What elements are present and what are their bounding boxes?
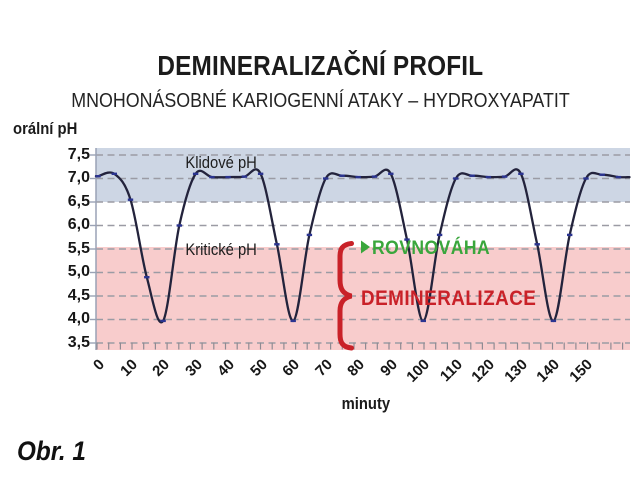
x-axis-tick-label: 150 [566,356,597,386]
y-axis-tick-label: 4,5 [67,286,90,304]
data-point-marker [160,319,166,323]
x-axis-tick-label: 130 [501,356,531,386]
x-axis-tick-label: 20 [149,356,174,380]
data-point-marker [290,319,296,323]
x-axis-tick-label: 40 [214,356,239,380]
data-point-marker [306,233,313,237]
data-point-marker [615,175,622,179]
x-axis-tick-label: 10 [116,356,141,380]
data-point-marker [225,175,231,179]
chart-subtitle-text: MNOHONÁSOBNÉ KARIOGENNÍ ATAKY – HYDROXYA… [70,89,570,112]
x-axis-tick-label: 120 [468,356,499,386]
data-point-marker [192,172,199,175]
equilibrium-label: ROVNOVÁHA [372,237,491,259]
x-axis-tick-label: 140 [533,356,564,386]
x-axis-tick-label: 110 [436,356,466,386]
data-point-marker [176,224,182,227]
data-point-marker [144,276,150,279]
data-point-marker [371,175,378,178]
y-axis-tick-label: 5,5 [67,239,90,257]
resting-ph-label: Klidové pH [185,153,257,172]
data-point-marker [550,319,557,323]
data-point-marker [469,174,475,177]
data-point-marker [436,233,443,237]
data-point-marker [241,175,248,178]
y-axis-tick-label: 7,5 [67,145,90,163]
data-point-marker [518,172,524,175]
demineralization-brace [337,241,354,351]
data-point-marker [274,243,280,246]
y-axis-tick-label: 4,0 [67,310,90,327]
critical-ph-label: Kritické pH [185,240,257,259]
data-point-marker [209,175,215,179]
y-axis-tick-label: 6,5 [67,192,90,210]
y-axis-tick-label: 3,5 [67,333,90,351]
data-point-marker [388,172,394,175]
data-point-marker [485,175,492,179]
data-point-marker [257,172,264,175]
figure-caption: Obr. 1 [17,436,86,466]
x-axis-tick-label: 50 [246,356,271,380]
data-point-marker [95,175,101,178]
x-axis-tick-label: 0 [90,356,109,374]
x-axis-title: minuty [341,394,391,413]
y-axis-tick-label: 6,0 [67,216,90,233]
data-point-marker [567,233,573,237]
equilibrium-arrow-icon [361,240,370,254]
y-axis-title: orální pH [13,120,78,138]
x-axis-tick-label: 60 [279,356,304,380]
chart-title-text: DEMINERALIZAČNÍ PROFIL [157,50,483,81]
data-point-marker [534,243,540,246]
y-axis-tick-label: 7,0 [67,169,90,186]
plot-safe-band [96,148,630,202]
y-axis-tick-label: 5,0 [67,263,90,280]
data-point-marker [111,172,117,175]
x-axis-tick-label: 30 [181,356,206,380]
data-point-marker [404,238,410,241]
data-point-marker [355,175,361,179]
data-point-marker [583,177,589,180]
data-point-marker [127,198,134,201]
demineralization-label: DEMINERALIZACE [361,287,537,310]
data-point-marker [323,177,329,180]
chart-subtitle: MNOHONÁSOBNÉ KARIOGENNÍ ATAKY – HYDROXYA… [0,89,640,113]
data-point-marker [339,174,345,177]
x-axis-tick-label: 70 [311,356,336,380]
x-axis-tick-label: 100 [403,356,434,386]
data-point-marker [599,173,605,176]
data-point-marker [420,319,426,323]
data-point-marker [453,177,459,180]
x-axis-tick-label: 80 [344,356,369,380]
chart-title: DEMINERALIZAČNÍ PROFIL [0,50,640,82]
x-axis-tick-label: 90 [376,356,401,380]
data-point-marker [501,175,508,178]
